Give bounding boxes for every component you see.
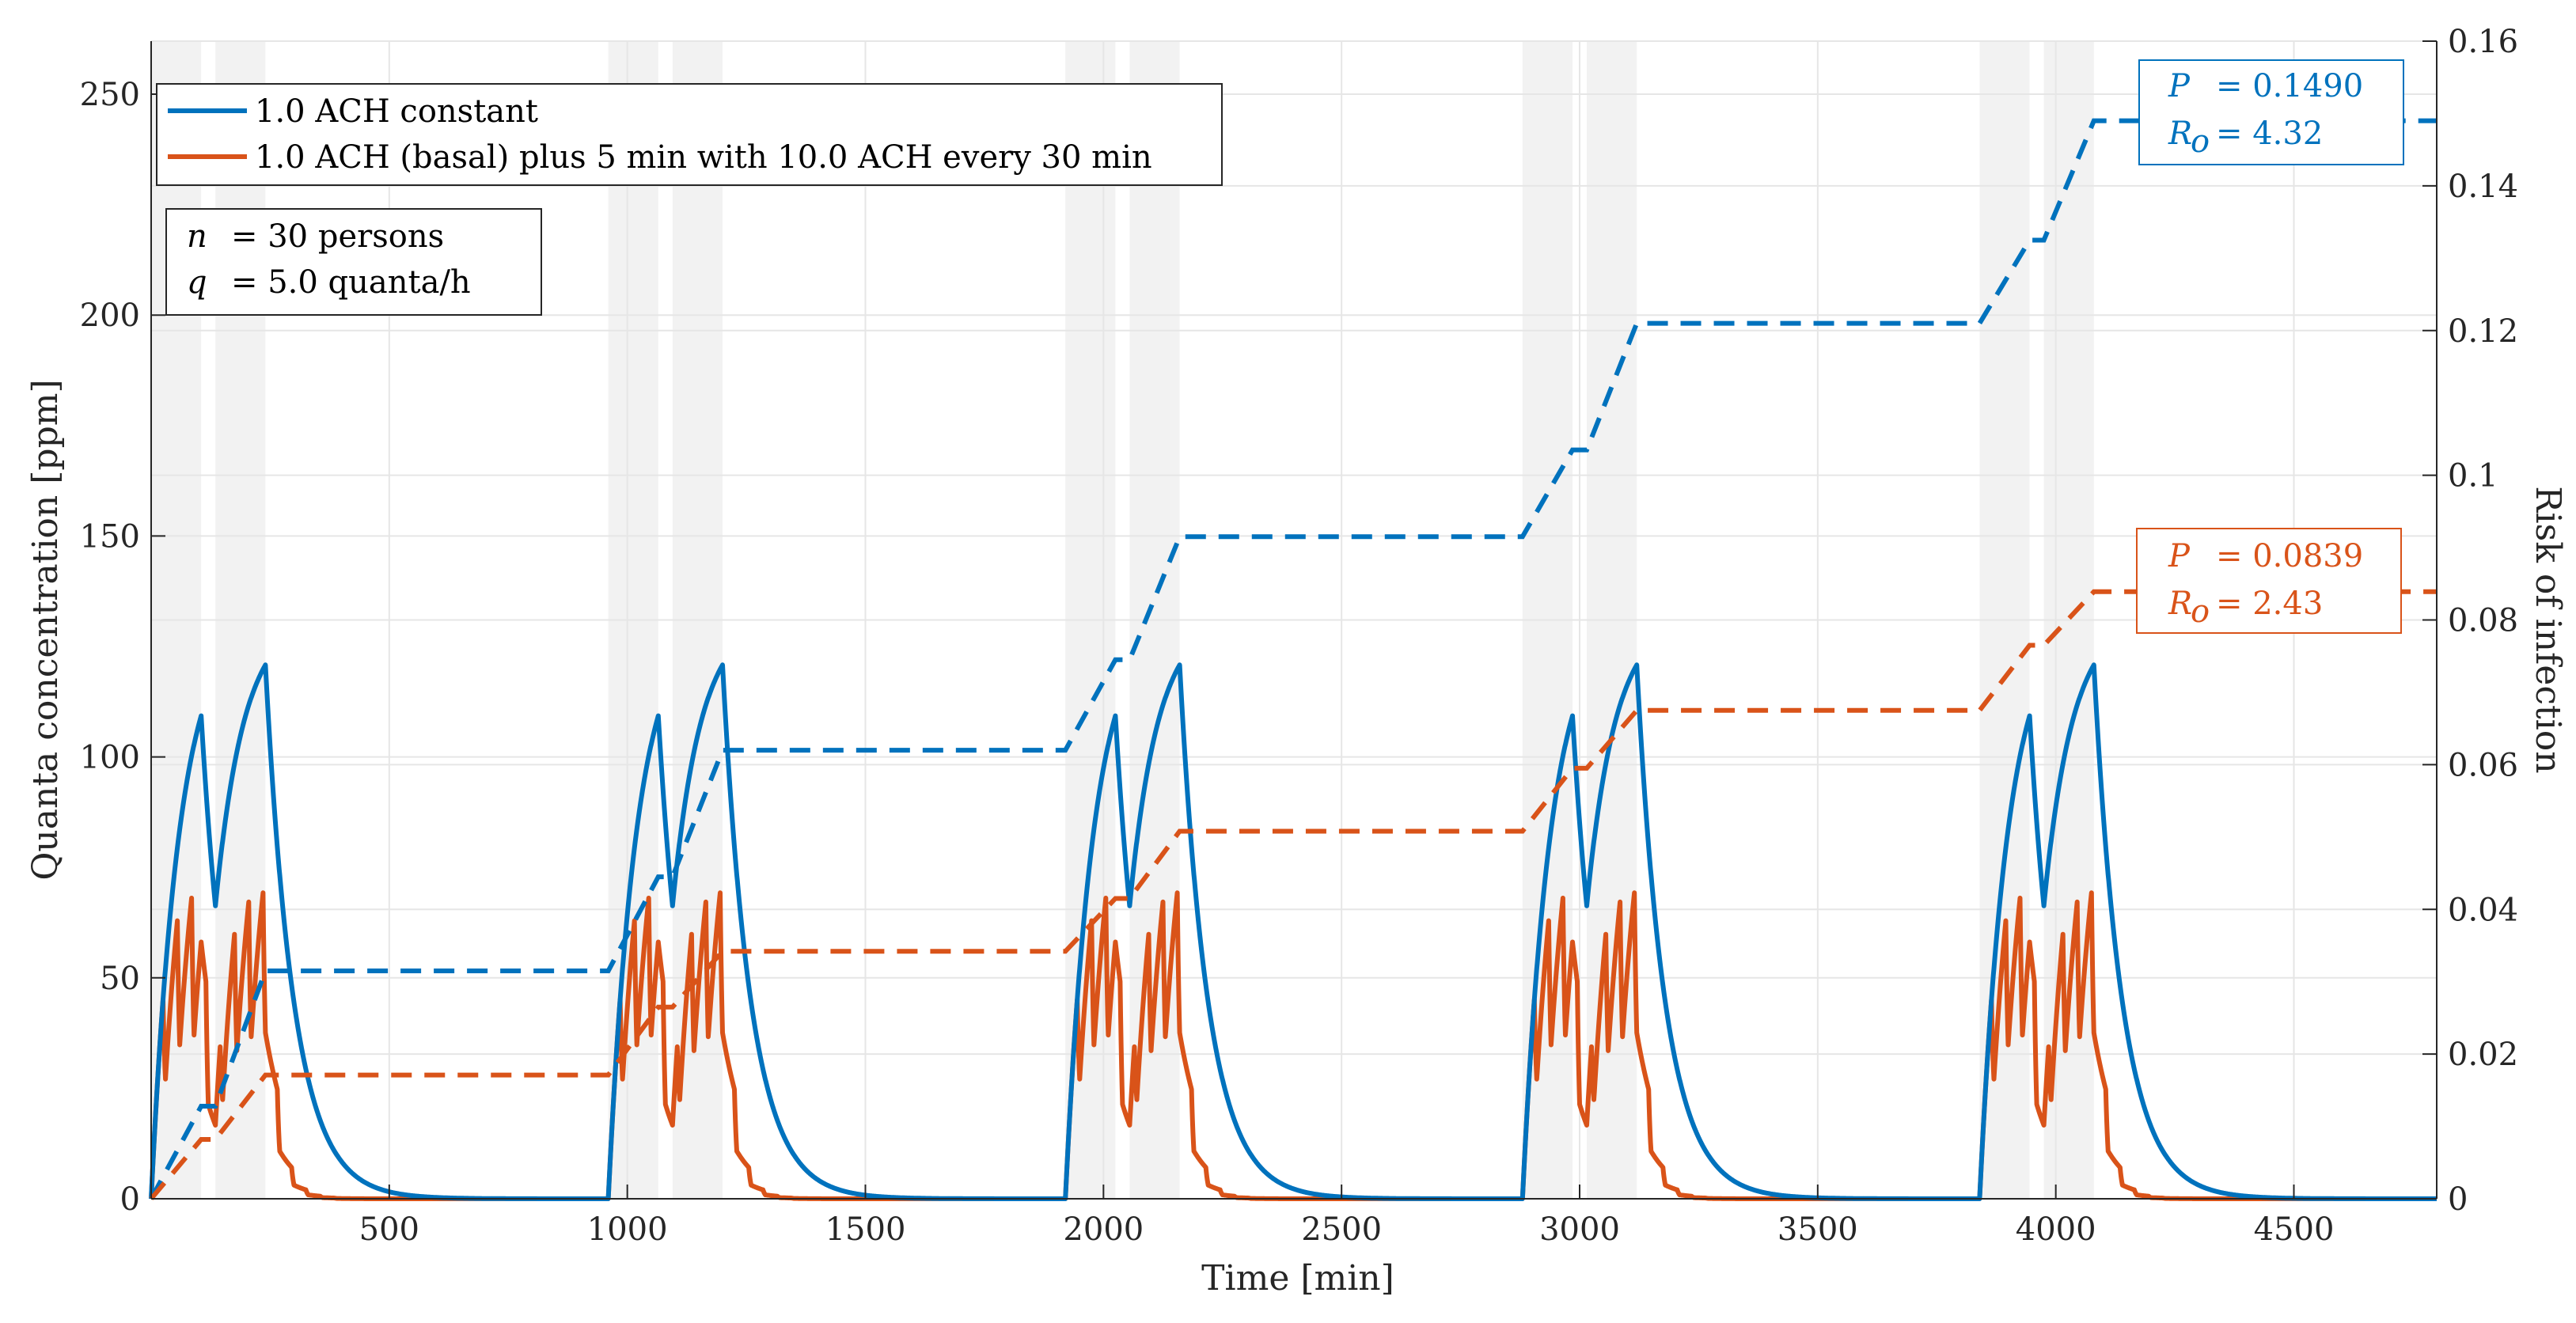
result-intermittent-p-label: P	[2168, 538, 2191, 574]
y2-tick-label: 0.1	[2448, 458, 2498, 495]
series-line-risk-constant	[149, 118, 2437, 1200]
param-q-label: q	[187, 264, 207, 301]
y2-tick-label: 0.06	[2448, 747, 2518, 783]
y-tick-label: 50	[100, 961, 140, 997]
result-intermittent-r-sub: o	[2191, 593, 2210, 630]
result-box-constant-frame	[2138, 59, 2404, 165]
y-tick-label: 0	[120, 1181, 140, 1218]
legend-box	[156, 83, 1223, 186]
legend-label-intermittent: 1.0 ACH (basal) plus 5 min with 10.0 ACH…	[255, 139, 1152, 176]
legend: 1.0 ACH constant 1.0 ACH (basal) plus 5 …	[156, 83, 1223, 186]
y2-tick-label: 0.04	[2448, 892, 2518, 928]
x-tick-label: 4500	[2254, 1211, 2335, 1248]
parameter-box: n = 30 persons q = 5.0 quanta/h	[165, 208, 542, 316]
x-tick-label: 3500	[1777, 1211, 1858, 1248]
result-intermittent-r-value: = 2.43	[2216, 586, 2323, 622]
y2-tick-label: 0.08	[2448, 603, 2518, 639]
parameter-box-frame	[165, 208, 542, 316]
param-q-value: = 5.0 quanta/h	[231, 264, 471, 301]
y-tick-label: 250	[80, 77, 140, 113]
x-tick-label: 2000	[1063, 1211, 1144, 1248]
axes	[150, 40, 2438, 1200]
x-tick-label: 1500	[825, 1211, 906, 1248]
y2-tick-label: 0.12	[2448, 313, 2518, 350]
y-tick-label: 200	[80, 298, 140, 334]
y2-tick-label: 0.16	[2448, 24, 2518, 60]
x-tick-label: 500	[359, 1211, 419, 1248]
result-constant-r-sub: o	[2191, 123, 2210, 160]
param-n-label: n	[187, 218, 207, 255]
risk-curves	[149, 118, 2437, 1200]
x-tick-label: 2500	[1301, 1211, 1382, 1248]
x-axis-title: Time [min]	[1201, 1258, 1394, 1298]
y-axis-title: Quanta concentration [ppm]	[25, 379, 66, 880]
x-tick-label: 1000	[587, 1211, 668, 1248]
result-constant-p-value: = 0.1490	[2216, 68, 2363, 104]
y2-tick-label: 0.14	[2448, 169, 2518, 205]
y-tick-label: 150	[80, 518, 140, 555]
result-box-intermittent-frame	[2136, 528, 2402, 634]
result-constant-p-label: P	[2168, 68, 2191, 104]
y2-tick-label: 0.02	[2448, 1037, 2518, 1073]
legend-label-constant: 1.0 ACH constant	[255, 93, 538, 130]
result-constant-r-value: = 4.32	[2216, 116, 2323, 152]
x-tick-label: 3000	[1539, 1211, 1620, 1248]
result-box-intermittent: P = 0.0839 R o = 2.43	[2136, 528, 2402, 634]
x-tick-label: 4000	[2016, 1211, 2096, 1248]
result-intermittent-r-label: R	[2168, 586, 2192, 622]
y2-axis-title: Risk of infection	[2528, 486, 2568, 773]
y2-tick-label: 0	[2448, 1181, 2468, 1218]
tick-labels: 500 1000 1500 2000 2500 3000 3500 4000 450005010…	[80, 24, 2518, 1248]
result-intermittent-p-value: = 0.0839	[2216, 538, 2363, 574]
result-box-constant: P = 0.1490 R o = 4.32	[2138, 59, 2404, 165]
param-n-value: = 30 persons	[231, 218, 444, 255]
result-constant-r-label: R	[2168, 116, 2192, 152]
y-tick-label: 100	[80, 740, 140, 776]
